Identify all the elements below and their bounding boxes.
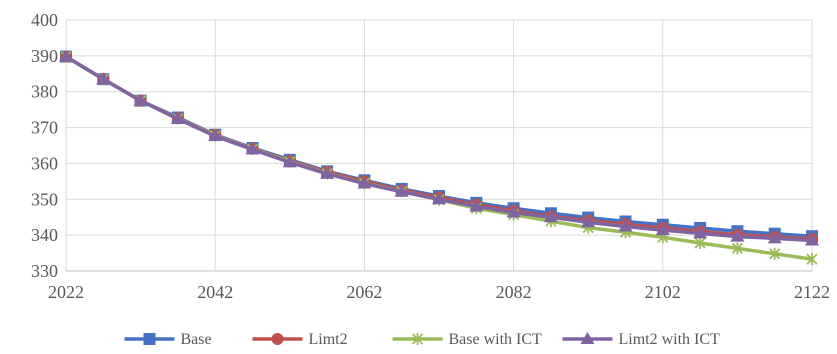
x-tick-label: 2042 [197,282,233,302]
data-point [357,176,372,189]
legend-label: Base with ICT [449,331,543,348]
legend-marker [271,333,284,345]
series-limt2-with-ict [59,49,819,246]
data-point [59,49,73,62]
y-tick-label: 330 [31,261,58,281]
y-tick-label: 340 [31,225,58,245]
legend-item: Base with ICT [392,331,543,348]
x-tick-label: 2102 [645,282,681,302]
data-point [133,93,148,106]
legend-item: Base [124,331,212,348]
data-point [394,184,409,197]
data-point [618,219,633,232]
data-point [693,226,708,239]
data-point [96,72,111,85]
legend-label: Limt2 with ICT [619,331,721,348]
x-tick-label: 2022 [48,282,84,302]
data-point [320,166,335,179]
legend-item: Limt2 [252,331,348,348]
x-tick-label: 2122 [794,282,830,302]
data-point [730,229,745,242]
data-point [769,247,781,260]
chart-tick-labels: 330 340 350 360 370 380 390 400 2022 2042 2062 2082… [31,10,830,302]
data-point [170,111,185,124]
y-tick-label: 400 [31,10,58,30]
data-point [581,215,596,228]
data-point [543,210,558,223]
series-line [65,55,813,241]
legend-marker [143,333,156,345]
data-point [731,242,744,255]
series-limt2 [60,50,818,246]
chart-legend: Base Limt2 Base with ICT Limt2 with ICT [124,331,721,348]
legend-item: Limt2 with ICT [562,331,721,348]
legend-marker [580,332,595,344]
y-tick-label: 360 [31,153,58,173]
data-point [432,192,446,205]
data-point [245,142,260,155]
x-tick-label: 2082 [496,282,532,302]
data-point [806,253,818,266]
legend-label: Base [181,331,212,348]
series-line [65,55,813,243]
y-tick-label: 350 [31,189,58,209]
data-point [655,223,670,236]
series-line [65,55,813,238]
series-base [60,50,818,243]
data-point [805,233,819,246]
data-point [767,231,782,244]
chart-grid [65,19,813,272]
y-tick-label: 380 [31,82,58,102]
data-point [694,237,706,250]
legend-marker [411,333,424,345]
data-point [282,155,297,168]
legend-label: Limt2 [309,331,348,348]
data-point [469,199,484,212]
x-tick-label: 2062 [346,282,382,302]
y-tick-label: 370 [31,118,58,138]
y-tick-label: 390 [31,46,58,66]
data-point [506,205,521,218]
data-point [208,129,223,142]
chart-series [59,49,819,266]
